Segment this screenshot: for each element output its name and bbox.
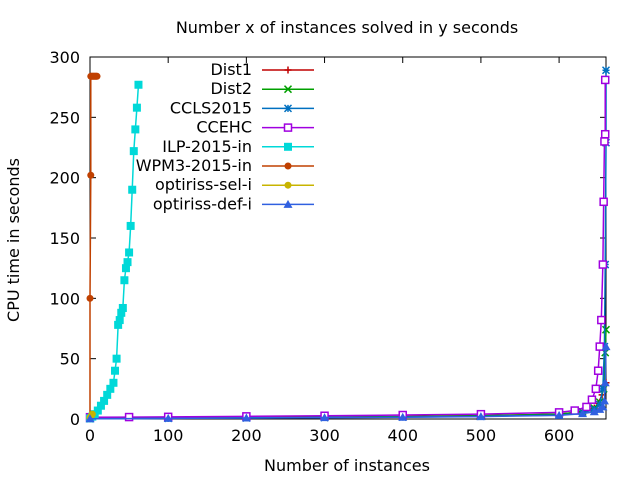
axis-ticks: 0 100 200 300 400 500 600 0 50 100 150 200 250 300	[49, 48, 606, 445]
series-layer	[85, 66, 611, 423]
data-point	[398, 412, 408, 421]
x-tick-label: 100	[153, 426, 184, 445]
legend-label: CCLS2015	[170, 98, 252, 117]
data-point	[320, 413, 330, 422]
data-point	[132, 103, 141, 112]
y-axis-label: CPU time in seconds	[4, 158, 23, 322]
data-point	[593, 366, 603, 375]
series-line	[89, 75, 98, 419]
data-point	[476, 412, 486, 421]
legend-label: Dist1	[210, 60, 252, 79]
legend-marker	[283, 123, 293, 132]
legend-label: ILP-2015-in	[162, 137, 252, 156]
y-tick-label: 50	[60, 350, 80, 369]
x-tick-label: 500	[466, 426, 497, 445]
series-CCLS2015	[85, 66, 611, 423]
legend-marker	[283, 85, 293, 94]
series-line	[89, 329, 607, 420]
data-point	[600, 137, 609, 146]
data-point	[599, 396, 609, 405]
series-ILP-2015-in	[86, 80, 143, 423]
legend-marker	[284, 66, 292, 74]
y-tick-label: 150	[49, 229, 80, 248]
x-tick-label: 0	[85, 426, 95, 445]
legend-marker	[284, 181, 292, 189]
series-WPM3-2015-in	[86, 72, 101, 422]
y-tick-label: 300	[49, 48, 80, 67]
data-point	[93, 72, 101, 80]
data-point	[115, 316, 124, 325]
data-point	[589, 407, 599, 416]
x-tick-label: 300	[309, 426, 340, 445]
data-point	[124, 412, 134, 422]
data-point	[570, 406, 579, 415]
x-axis-label: Number of instances	[264, 456, 430, 475]
y-tick-label: 0	[70, 410, 80, 429]
y-tick-label: 100	[49, 289, 80, 308]
y-tick-label: 250	[49, 108, 80, 127]
data-point	[86, 294, 94, 302]
data-point	[131, 125, 140, 134]
x-tick-label: 200	[231, 426, 262, 445]
legend-label: optiriss-def-i	[153, 194, 252, 213]
data-point	[112, 354, 121, 363]
data-point	[125, 248, 134, 257]
series-line	[89, 346, 607, 420]
legend-marker	[284, 142, 292, 151]
data-point	[600, 378, 610, 387]
legend-label: CCEHC	[196, 118, 252, 137]
data-point	[601, 66, 611, 75]
legend-marker	[284, 162, 292, 170]
data-point	[87, 171, 95, 179]
series-optiriss-def-i	[85, 342, 611, 423]
data-point	[85, 414, 95, 423]
data-point	[587, 395, 597, 404]
data-point	[598, 402, 608, 411]
data-point	[595, 342, 604, 351]
data-point	[134, 80, 143, 89]
data-point	[591, 384, 601, 394]
plot-frame	[89, 56, 607, 420]
data-point	[109, 378, 118, 387]
data-point	[599, 197, 608, 207]
data-point	[554, 410, 564, 419]
data-point	[111, 366, 120, 375]
y-tick-label: 200	[49, 169, 80, 188]
data-point	[118, 303, 127, 312]
data-point	[598, 384, 607, 393]
data-point	[600, 75, 610, 85]
data-point	[126, 221, 135, 230]
data-point	[601, 325, 611, 334]
legend-label: WPM3-2015-in	[136, 156, 252, 175]
legend: Dist1Dist2CCLS2015CCEHCILP-2015-inWPM3-2…	[136, 60, 314, 213]
legend-marker	[283, 199, 293, 208]
series-CCEHC	[85, 75, 610, 422]
data-point	[123, 258, 132, 267]
data-point	[582, 402, 591, 412]
legend-label: Dist2	[210, 79, 252, 98]
data-point	[598, 260, 608, 269]
legend-label: optiriss-sel-i	[155, 175, 252, 194]
data-point	[241, 413, 251, 422]
data-point	[128, 185, 137, 194]
data-point	[601, 342, 611, 351]
series-Dist2	[85, 325, 611, 423]
series-line	[89, 70, 607, 420]
data-point	[578, 409, 588, 418]
legend-marker	[283, 104, 293, 113]
series-line	[89, 79, 606, 418]
data-point	[163, 413, 173, 422]
data-point	[120, 276, 129, 285]
x-tick-label: 600	[544, 426, 575, 445]
chart-title: Number x of instances solved in y second…	[176, 18, 518, 37]
data-point	[129, 147, 138, 156]
data-point	[595, 400, 604, 409]
data-point	[600, 129, 610, 139]
data-point	[597, 315, 606, 325]
x-tick-label: 400	[387, 426, 418, 445]
